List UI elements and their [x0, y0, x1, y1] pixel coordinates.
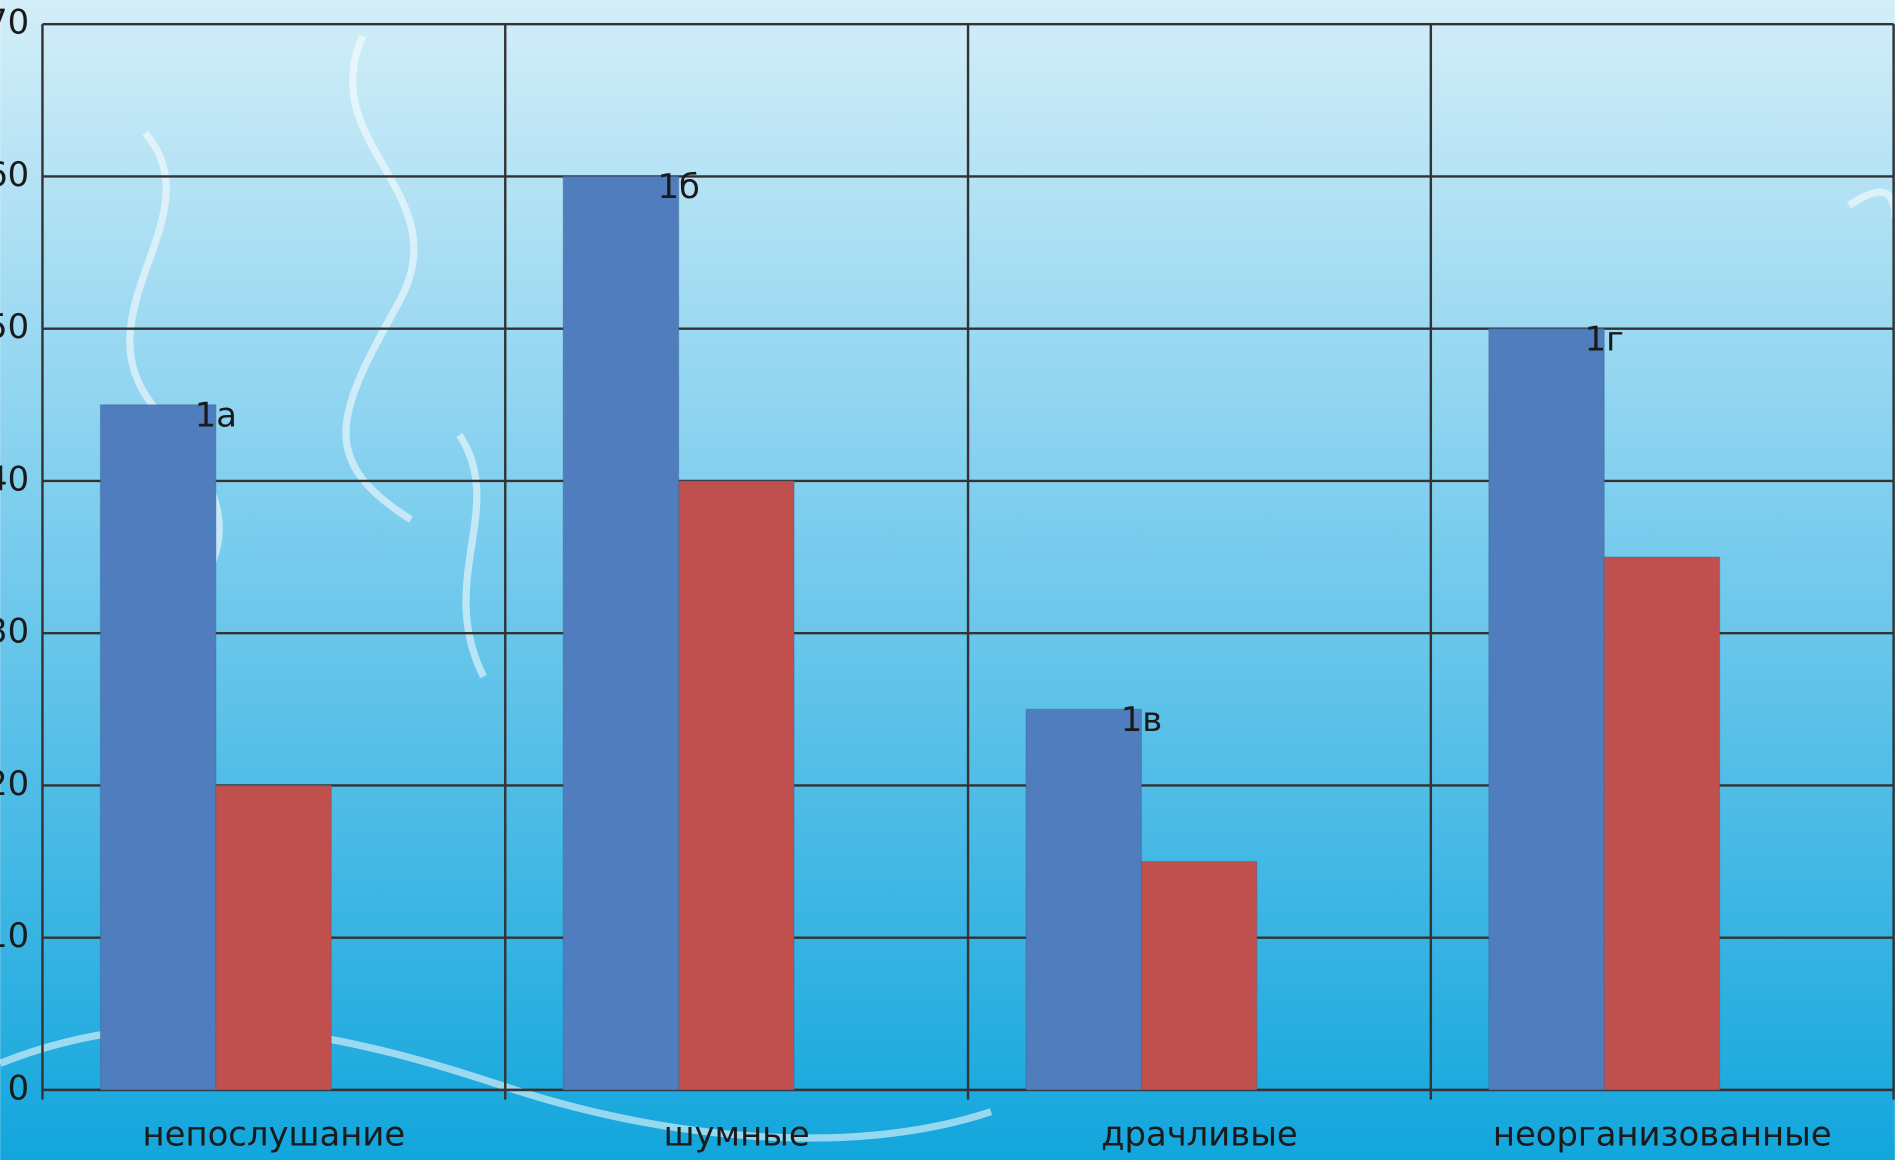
- y-tick-label: 0: [8, 1068, 30, 1107]
- y-tick-label: 10: [0, 916, 29, 955]
- bar: [562, 175, 680, 1091]
- bar: [1488, 328, 1605, 1091]
- bar: [99, 404, 217, 1091]
- y-tick-label: 40: [0, 459, 29, 498]
- x-tick-label: неорганизованные: [1493, 1114, 1832, 1153]
- y-tick-label: 50: [0, 307, 29, 346]
- bar: [1603, 556, 1721, 1091]
- bar: [215, 784, 332, 1091]
- y-tick-label: 20: [0, 764, 29, 803]
- annotation: 1в: [1121, 700, 1162, 739]
- y-tick-label: 30: [0, 612, 29, 651]
- bar: [678, 480, 795, 1091]
- y-tick-label: 60: [0, 155, 29, 194]
- y-tick-label: 70: [0, 3, 29, 42]
- bar: [1025, 708, 1143, 1091]
- annotation: 1б: [657, 167, 699, 206]
- annotation: 1г: [1585, 319, 1624, 358]
- bar: [1140, 860, 1258, 1091]
- x-tick-label: драчливые: [1101, 1114, 1298, 1153]
- annotation: 1а: [195, 395, 237, 434]
- x-tick-label: непослушание: [143, 1114, 406, 1153]
- x-tick-label: шумные: [664, 1114, 810, 1153]
